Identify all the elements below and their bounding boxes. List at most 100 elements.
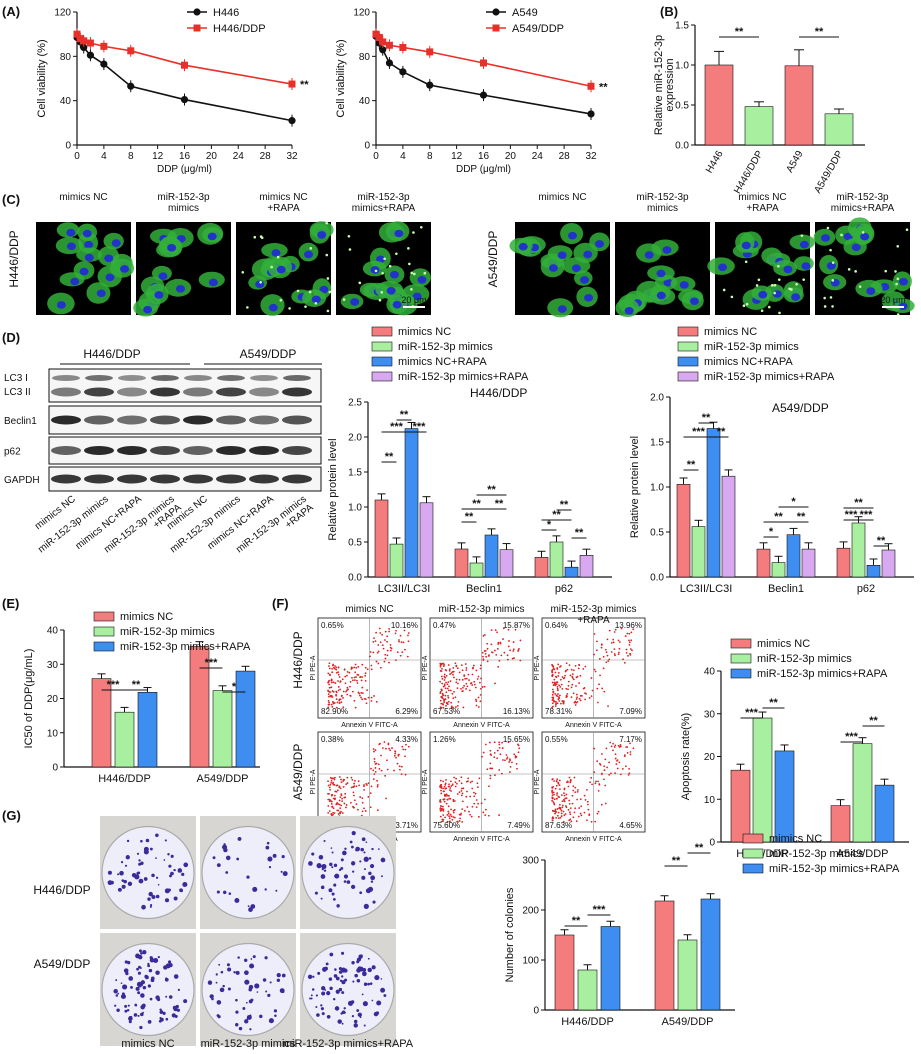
event-dot	[560, 809, 563, 812]
event-dot	[598, 783, 601, 785]
y-tick-label: 2.0	[650, 393, 664, 404]
event-dot	[327, 672, 330, 675]
data-point	[80, 37, 88, 45]
event-dot	[471, 787, 474, 790]
event-dot	[380, 754, 382, 757]
event-dot	[384, 657, 387, 660]
event-dot	[511, 761, 513, 764]
event-dot	[629, 751, 632, 753]
chart-title: A549/DDP	[772, 401, 829, 415]
event-dot	[443, 673, 446, 676]
event-dot	[567, 785, 570, 788]
event-dot	[351, 778, 354, 781]
significance-label: ***	[413, 421, 427, 433]
colony	[227, 967, 232, 972]
cell-nucleus	[111, 239, 121, 247]
event-dot	[341, 797, 343, 800]
legend-swatch	[371, 341, 393, 352]
bar	[579, 554, 594, 578]
colony	[216, 1000, 222, 1005]
event-dot	[442, 818, 445, 821]
colony	[164, 839, 167, 842]
colony	[155, 857, 157, 859]
event-dot	[481, 651, 484, 654]
cell-nucleus	[584, 294, 594, 302]
event-dot	[556, 808, 559, 810]
colony	[341, 975, 344, 978]
x-tick-label: 4	[400, 151, 406, 162]
event-dot	[389, 646, 392, 649]
event-dot	[574, 807, 577, 810]
event-dot	[440, 688, 443, 691]
cell-nucleus	[820, 234, 830, 242]
event-dot	[556, 778, 559, 781]
colony	[335, 989, 340, 994]
legend-label: miR-152-3p mimics	[769, 848, 864, 860]
event-dot	[443, 679, 446, 681]
colony	[343, 1007, 346, 1010]
event-dot	[608, 774, 611, 776]
event-dot	[447, 700, 450, 703]
blot-band	[150, 474, 180, 484]
lc3-puncta	[757, 278, 761, 282]
panel-label-c: (C)	[2, 192, 21, 207]
lc3-puncta	[884, 269, 888, 273]
event-dot	[570, 696, 573, 699]
event-dot	[334, 682, 337, 684]
event-dot	[457, 700, 460, 703]
blot-band	[216, 415, 246, 425]
event-dot	[566, 692, 569, 695]
y-tick-label: 80	[60, 52, 72, 63]
event-dot	[450, 785, 453, 787]
event-dot	[629, 648, 632, 650]
event-dot	[344, 792, 347, 795]
colony	[265, 845, 270, 850]
event-dot	[439, 690, 442, 693]
colony	[237, 836, 242, 841]
event-dot	[551, 819, 554, 822]
cell-nucleus	[412, 292, 422, 301]
event-dot	[338, 702, 341, 705]
y-tick-label: 40	[359, 96, 371, 107]
event-dot	[610, 641, 613, 644]
event-dot	[372, 778, 375, 781]
event-dot	[467, 673, 470, 676]
event-dot	[579, 798, 582, 801]
colony	[308, 861, 313, 866]
event-dot	[483, 685, 486, 688]
data-point	[379, 46, 387, 54]
event-dot	[556, 687, 559, 690]
event-dot	[346, 782, 349, 784]
colony	[342, 967, 345, 971]
event-dot	[474, 792, 477, 795]
legend-marker	[492, 8, 500, 16]
event-dot	[376, 779, 378, 782]
colony	[138, 949, 142, 953]
event-dot	[487, 814, 490, 817]
colony	[340, 866, 344, 870]
event-dot	[407, 745, 410, 748]
event-dot	[617, 653, 620, 656]
event-dot	[358, 692, 361, 695]
colony	[365, 888, 371, 894]
legend-label: A549/DDP	[512, 23, 564, 35]
colony	[235, 970, 240, 975]
event-dot	[385, 747, 387, 750]
colony	[168, 960, 172, 964]
colony	[361, 837, 366, 842]
event-dot	[384, 653, 387, 656]
event-dot	[342, 690, 345, 693]
event-dot	[460, 789, 463, 792]
significance-label: **	[385, 451, 394, 463]
colony	[341, 951, 345, 955]
quadrant-value: 4.65%	[619, 821, 642, 830]
significance-label: **	[572, 915, 581, 927]
event-dot	[452, 670, 455, 673]
lc3-puncta	[767, 305, 771, 309]
event-dot	[335, 693, 337, 696]
colony	[367, 967, 372, 973]
colony	[380, 978, 383, 980]
bar	[836, 547, 851, 578]
legend-label: mimics NC	[704, 326, 757, 338]
cell-nucleus	[154, 291, 164, 299]
